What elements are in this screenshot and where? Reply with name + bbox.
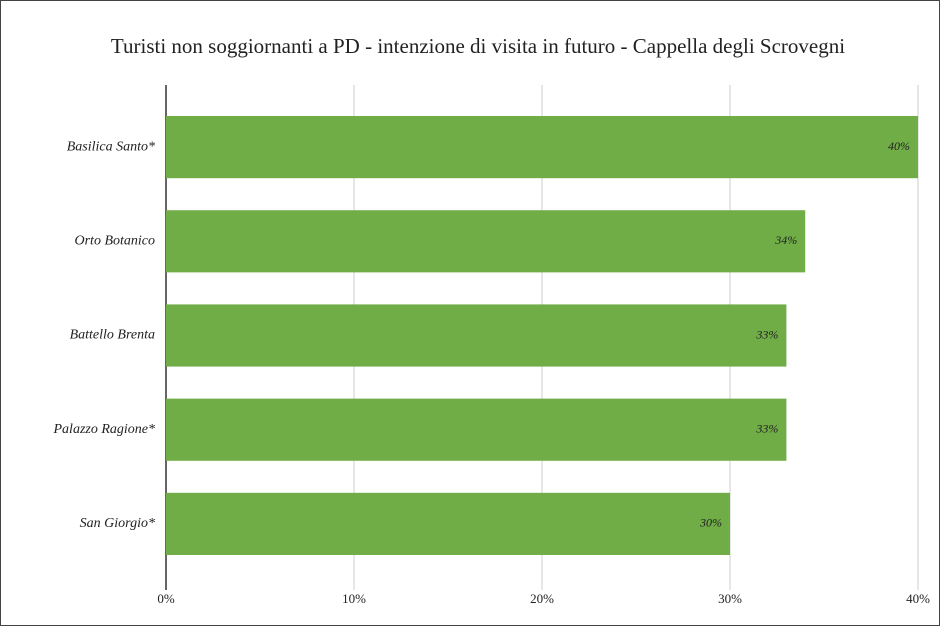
y-tick-label: Basilica Santo* xyxy=(67,139,155,154)
value-label: 34% xyxy=(774,233,797,247)
value-label: 40% xyxy=(888,139,910,153)
x-tick-label: 10% xyxy=(342,591,366,606)
value-label: 33% xyxy=(755,421,778,435)
bar xyxy=(166,398,787,461)
bar xyxy=(166,492,730,555)
x-tick-label: 30% xyxy=(718,591,742,606)
bar xyxy=(166,210,806,273)
y-tick-label: Palazzo Ragione* xyxy=(53,422,156,437)
x-tick-label: 40% xyxy=(906,591,930,606)
x-tick-label: 20% xyxy=(530,591,554,606)
y-tick-label: Orto Botanico xyxy=(75,234,156,249)
y-tick-label: San Giorgio* xyxy=(80,516,155,531)
bar xyxy=(166,116,918,179)
bar xyxy=(166,304,787,367)
value-label: 33% xyxy=(755,327,778,341)
chart-title: Turisti non soggiornanti a PD - intenzio… xyxy=(111,34,845,58)
x-tick-label: 0% xyxy=(157,591,175,606)
y-tick-label: Battello Brenta xyxy=(70,328,155,343)
value-label: 30% xyxy=(699,516,722,530)
